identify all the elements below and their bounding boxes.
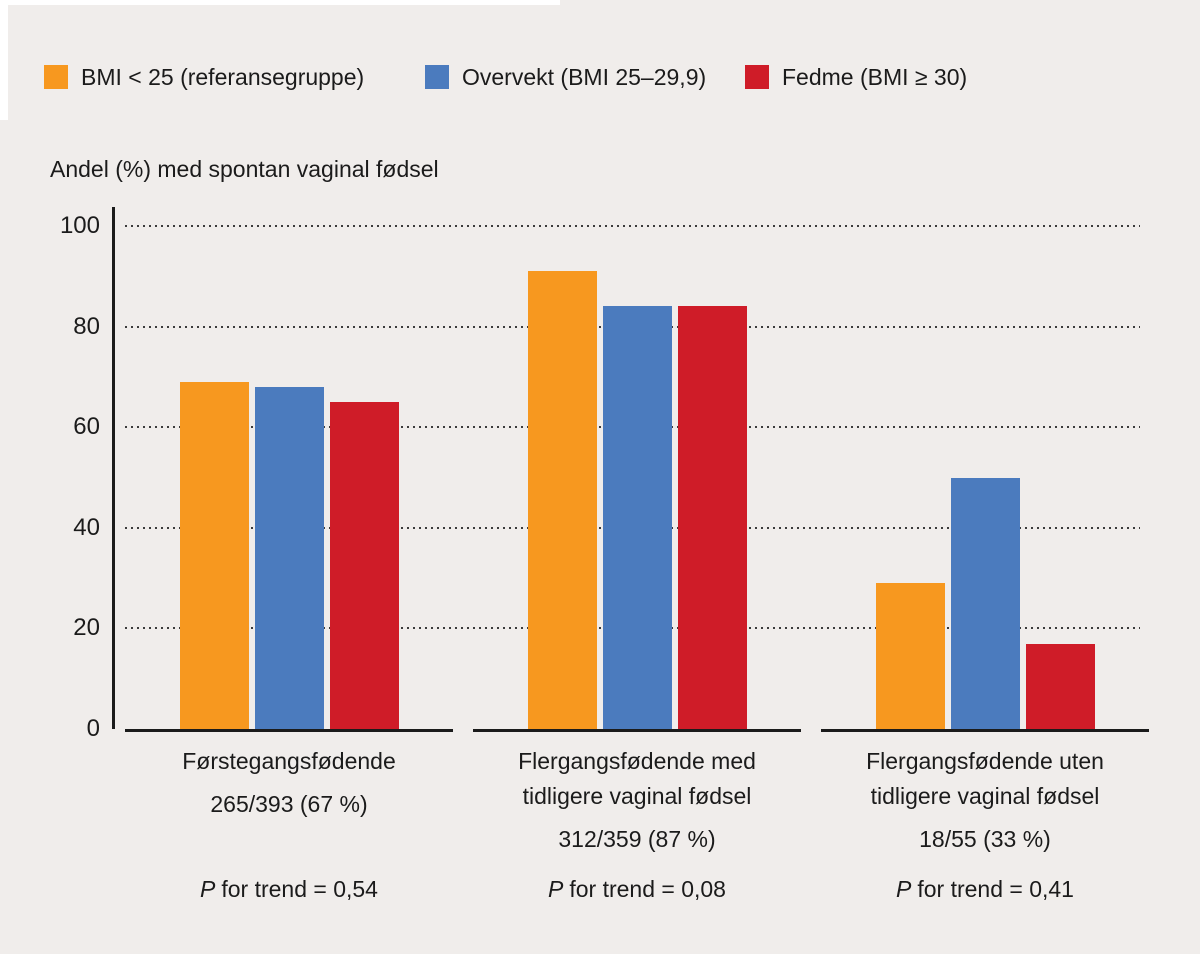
y-axis-tick-label: 100	[59, 212, 100, 239]
category-fraction: 265/393 (67 %)	[210, 791, 368, 817]
bar-series-0-group-1	[179, 381, 249, 729]
gridline	[125, 225, 1140, 227]
category-name-line: Flergangsfødende med	[518, 748, 756, 774]
legend-swatch-red-icon	[745, 65, 769, 89]
category-fraction: 312/359 (87 %)	[558, 826, 716, 852]
category-name-line: tidligere vaginal fødsel	[522, 783, 752, 809]
legend-label: Fedme (BMI ≥ 30)	[782, 63, 968, 90]
y-axis-tick-label: 80	[73, 312, 100, 340]
legend-swatch-blue-icon	[425, 65, 449, 89]
x-axis-baseline	[821, 729, 1149, 732]
p-italic: P	[200, 876, 216, 902]
p-text: for trend = 0,41	[917, 876, 1074, 902]
x-axis-baseline	[473, 729, 801, 732]
y-axis-tick-label: 0	[86, 715, 100, 742]
legend-item-overvekt: Overvekt (BMI 25–29,9)	[425, 64, 706, 90]
y-axis-tick-label: 20	[73, 614, 100, 642]
category-name-line: Flergangsfødende uten	[866, 748, 1104, 774]
y-axis-title: Andel (%) med spontan vaginal fødsel	[50, 156, 439, 182]
bar-series-2-group-1	[329, 402, 399, 729]
legend-swatch-orange-icon	[44, 65, 68, 89]
category-fraction: 18/55 (33 %)	[919, 826, 1051, 852]
page-edge-top	[0, 0, 560, 5]
page-edge-left	[0, 0, 8, 120]
y-axis-tick-label: 60	[73, 413, 100, 441]
x-axis-baseline	[125, 729, 453, 732]
legend-label: Overvekt (BMI 25–29,9)	[462, 63, 707, 90]
bar-group-flergangsfodende-uten	[821, 207, 1149, 729]
category-name-line: tidligere vaginal fødsel	[870, 783, 1100, 809]
p-italic: P	[896, 876, 912, 902]
bar-series-1-group-3	[950, 477, 1020, 729]
legend-item-fedme: Fedme (BMI ≥ 30)	[745, 64, 967, 90]
legend-label: BMI < 25 (referansegruppe)	[81, 63, 365, 90]
bar-series-0-group-3	[875, 583, 945, 729]
group-label-1: Førstegangsfødende 265/393 (67 %)	[119, 744, 459, 819]
group-label-3: Flergangsfødende uten tidligere vaginal …	[815, 744, 1155, 854]
bar-series-1-group-1	[254, 386, 324, 729]
p-text: for trend = 0,08	[569, 876, 726, 902]
group-label-2: Flergangsfødende med tidligere vaginal f…	[467, 744, 807, 854]
p-italic: P	[548, 876, 564, 902]
legend-item-bmi-under-25: BMI < 25 (referansegruppe)	[44, 64, 364, 90]
y-axis-tick-label: 40	[73, 513, 100, 541]
bar-group-forstegangsfodende	[125, 207, 453, 729]
bar-series-2-group-3	[1025, 643, 1095, 729]
bar-series-0-group-2	[527, 271, 597, 729]
category-name-line: Førstegangsfødende	[182, 748, 396, 774]
y-axis-line	[112, 207, 115, 729]
bar-series-1-group-2	[602, 306, 672, 729]
p-text: for trend = 0,54	[221, 876, 378, 902]
bar-series-2-group-2	[677, 306, 747, 729]
bar-group-flergangsfodende-med	[473, 207, 801, 729]
